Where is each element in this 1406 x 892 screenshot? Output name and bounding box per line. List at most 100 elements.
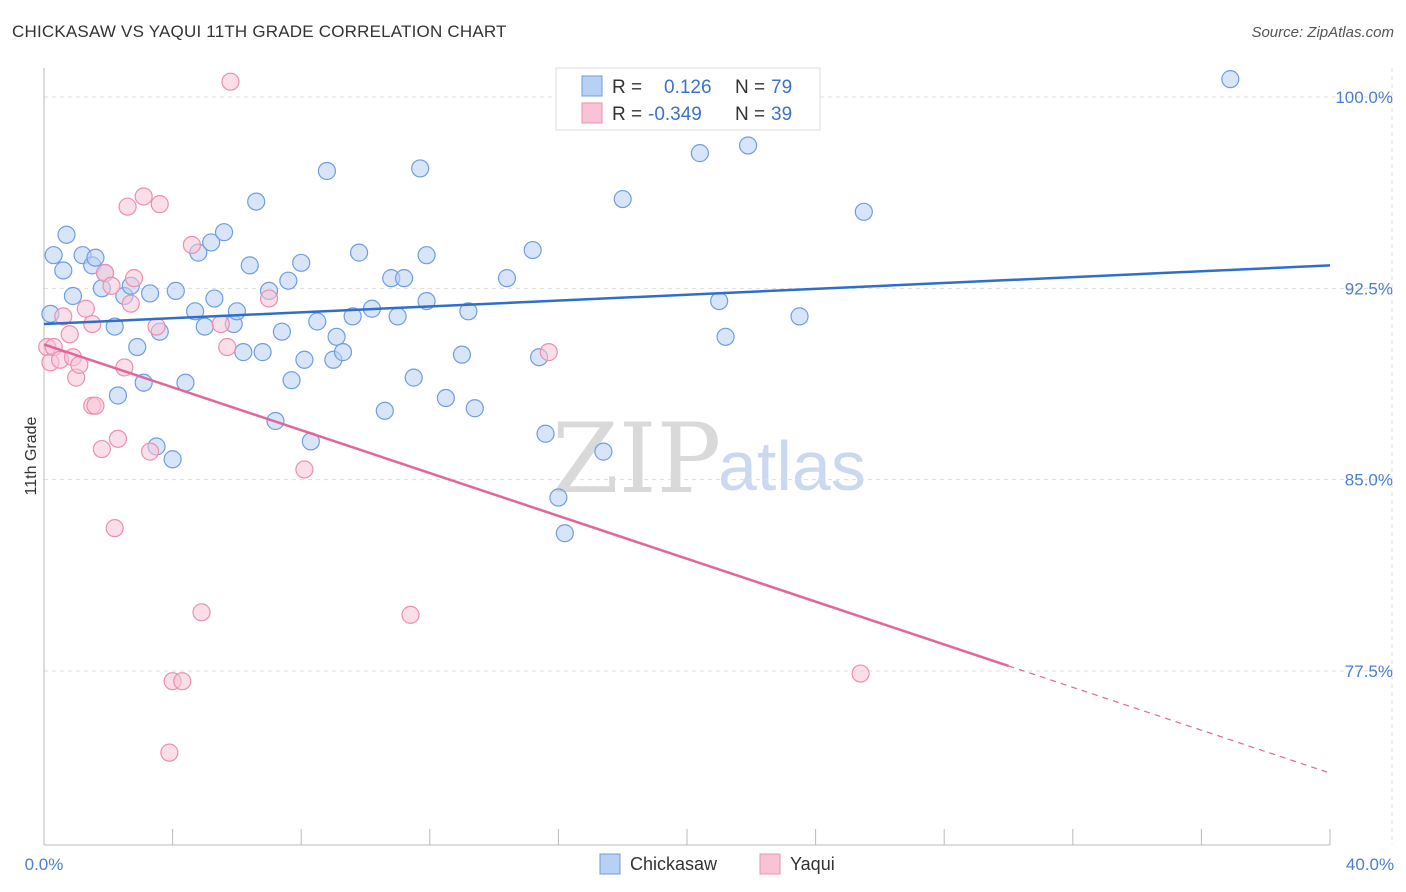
y-tick-label: 85.0% [1345,471,1393,490]
point-chickasaw [327,327,346,346]
y-tick-labels: 77.5% 85.0% 92.5% 100.0% [1335,88,1393,681]
point-chickasaw [710,291,729,311]
point-chickasaw [497,269,517,288]
point-yaqui [121,294,140,313]
point-chickasaw [282,371,301,390]
legend-n-value-chickasaw: 79 [771,77,792,98]
legend-n-label-1: N = [735,77,765,98]
point-chickasaw [202,233,221,252]
trend-line-chickasaw [43,264,1331,326]
legend-r-value-yaqui: -0.349 [648,104,702,125]
point-chickasaw [54,261,73,280]
point-yaqui [539,343,558,362]
point-yaqui [83,314,102,334]
point-yaqui [173,672,192,691]
legend-r-label-2: R = [612,104,642,125]
point-chickasaw [436,388,455,408]
point-yaqui [102,276,121,295]
point-chickasaw [394,269,414,288]
point-yaqui [124,269,144,288]
point-chickasaw [86,248,105,267]
point-yaqui [221,72,240,91]
y-tick-label: 100.0% [1335,88,1393,107]
point-yaqui [108,429,128,448]
point-chickasaw [536,424,555,443]
chart-title: CHICKASAW VS YAQUI 11TH GRADE CORRELATIO… [12,22,507,41]
legend-r-label-1: R = [612,77,642,98]
series-legend-swatch-chickasaw [599,853,621,875]
point-chickasaw [343,307,362,326]
series-legend-swatch-yaqui [759,853,781,875]
point-chickasaw [166,281,185,300]
point-chickasaw [523,240,542,260]
point-yaqui [192,603,211,622]
point-yaqui [118,197,137,216]
point-chickasaw [279,271,298,290]
point-chickasaw [452,345,472,364]
point-yaqui [60,325,79,344]
point-chickasaw [375,401,394,420]
x-tick-label-min: 0.0% [25,855,64,874]
y-axis-label: 11th Grade [23,416,40,495]
x-axis-ticks [172,829,1331,845]
stats-legend: R = 0.126 N = 79 R = -0.349 N = 39 [555,67,821,131]
point-chickasaw [594,442,613,461]
point-chickasaw [417,246,436,265]
point-yaqui [150,195,169,214]
point-chickasaw [186,302,205,321]
point-yaqui [182,235,201,255]
point-yaqui [295,460,314,479]
scatter-points [38,70,1240,762]
y-tick-label: 92.5% [1345,279,1393,298]
point-chickasaw [195,317,214,336]
legend-n-value-yaqui: 39 [771,104,792,125]
legend-r-value-chickasaw: 0.126 [664,77,712,98]
point-yaqui [147,317,166,336]
point-chickasaw [459,302,478,321]
point-chickasaw [292,253,311,272]
trend-line-yaqui [43,343,1009,668]
point-chickasaw [1221,70,1240,89]
watermark-zip: ZIP [552,403,721,515]
point-yaqui [211,314,230,334]
series-legend-label-yaqui: Yaqui [790,854,835,874]
watermark-atlas: atlas [718,427,866,505]
point-chickasaw [108,386,128,405]
x-tick-label-max: 40.0% [1346,855,1394,874]
point-chickasaw [854,202,873,221]
point-chickasaw [333,343,353,362]
point-chickasaw [738,136,758,155]
point-chickasaw [140,284,160,303]
point-chickasaw [465,399,484,418]
point-chickasaw [690,144,709,163]
point-yaqui [851,664,870,683]
point-chickasaw [247,192,266,211]
point-chickasaw [295,350,314,369]
point-chickasaw [308,312,327,331]
point-chickasaw [388,307,407,326]
point-chickasaw [716,327,735,346]
chart-source: Source: ZipAtlas.com [1251,24,1394,41]
point-yaqui [160,743,179,762]
legend-swatch-chickasaw [581,75,603,97]
point-chickasaw [349,243,369,262]
point-chickasaw [227,302,246,321]
series-legend: Chickasaw Yaqui [599,853,835,875]
point-chickasaw [404,368,423,387]
point-yaqui [218,337,237,357]
point-chickasaw [317,161,337,181]
point-yaqui [140,442,160,461]
point-yaqui [259,289,279,308]
point-chickasaw [549,488,568,507]
point-chickasaw [57,225,76,244]
point-chickasaw [790,307,809,326]
trend-lines [43,264,1331,774]
point-chickasaw [163,450,182,469]
point-chickasaw [272,322,292,341]
point-yaqui [134,187,153,206]
point-chickasaw [214,223,234,242]
point-chickasaw [613,189,632,209]
point-yaqui [105,519,124,538]
point-chickasaw [205,289,224,308]
